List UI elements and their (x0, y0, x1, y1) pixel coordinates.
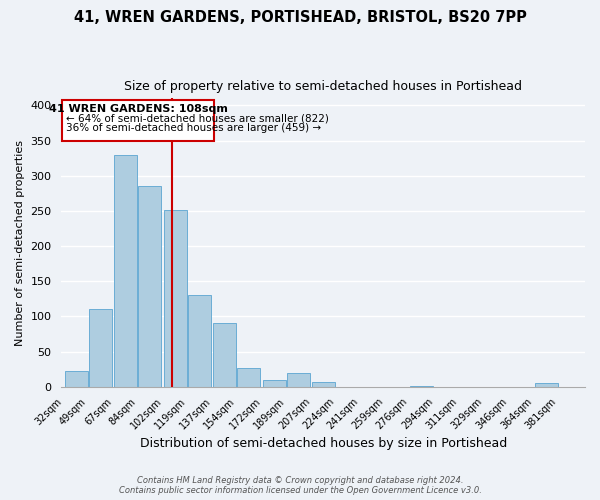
Bar (139, 186, 161, 387)
Bar (188, 296, 211, 387)
Text: ← 64% of semi-detached houses are smaller (822): ← 64% of semi-detached houses are smalle… (67, 114, 329, 124)
Text: Contains HM Land Registry data © Crown copyright and database right 2024.
Contai: Contains HM Land Registry data © Crown c… (119, 476, 481, 495)
Bar (164, 210, 187, 387)
Bar (410, 386, 433, 387)
Y-axis label: Number of semi-detached properties: Number of semi-detached properties (15, 140, 25, 346)
FancyBboxPatch shape (62, 100, 214, 140)
Title: Size of property relative to semi-detached houses in Portishead: Size of property relative to semi-detach… (124, 80, 522, 93)
Bar (287, 372, 310, 387)
Bar (313, 382, 335, 387)
X-axis label: Distribution of semi-detached houses by size in Portishead: Distribution of semi-detached houses by … (140, 437, 507, 450)
Text: 41 WREN GARDENS: 108sqm: 41 WREN GARDENS: 108sqm (49, 104, 227, 114)
Bar (214, 324, 236, 387)
Text: 41, WREN GARDENS, PORTISHEAD, BRISTOL, BS20 7PP: 41, WREN GARDENS, PORTISHEAD, BRISTOL, B… (74, 10, 526, 25)
Bar (263, 380, 286, 387)
Bar (115, 154, 137, 387)
Text: 36% of semi-detached houses are larger (459) →: 36% of semi-detached houses are larger (… (67, 123, 322, 133)
Bar (89, 310, 112, 387)
Bar (65, 372, 88, 387)
Bar (535, 384, 557, 387)
Bar (238, 368, 260, 387)
